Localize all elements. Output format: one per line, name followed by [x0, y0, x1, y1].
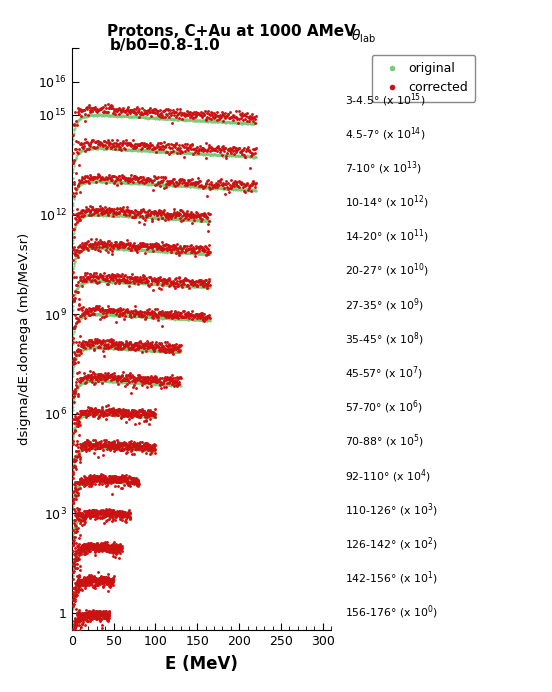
- Text: 92-110° (x 10$^{4}$): 92-110° (x 10$^{4}$): [345, 467, 431, 484]
- Text: 3-4.5° (x 10$^{15}$): 3-4.5° (x 10$^{15}$): [345, 91, 426, 109]
- Legend: original, corrected: original, corrected: [372, 55, 475, 102]
- Text: 27-35° (x 10$^{9}$): 27-35° (x 10$^{9}$): [345, 296, 424, 313]
- Text: 126-142° (x 10$^{2}$): 126-142° (x 10$^{2}$): [345, 536, 438, 553]
- Text: 142-156° (x 10$^{1}$): 142-156° (x 10$^{1}$): [345, 570, 438, 588]
- Text: 35-45° (x 10$^{8}$): 35-45° (x 10$^{8}$): [345, 330, 424, 348]
- Text: $\theta_\mathrm{lab}$: $\theta_\mathrm{lab}$: [351, 28, 375, 45]
- X-axis label: E (MeV): E (MeV): [165, 655, 238, 673]
- Text: 45-57° (x 10$^{7}$): 45-57° (x 10$^{7}$): [345, 365, 423, 382]
- Text: 156-176° (x 10$^{0}$): 156-176° (x 10$^{0}$): [345, 604, 438, 621]
- Text: 20-27° (x 10$^{10}$): 20-27° (x 10$^{10}$): [345, 262, 429, 280]
- Y-axis label: dsigma/dE.domega (mb/MeV.sr): dsigma/dE.domega (mb/MeV.sr): [18, 233, 31, 445]
- Text: 110-126° (x 10$^{3}$): 110-126° (x 10$^{3}$): [345, 501, 438, 519]
- Text: 70-88° (x 10$^{5}$): 70-88° (x 10$^{5}$): [345, 433, 424, 450]
- Text: b/b0=0.8-1.0: b/b0=0.8-1.0: [110, 38, 221, 53]
- Text: 57-70° (x 10$^{6}$): 57-70° (x 10$^{6}$): [345, 399, 423, 417]
- Text: 10-14° (x 10$^{12}$): 10-14° (x 10$^{12}$): [345, 194, 429, 211]
- Text: 4.5-7° (x 10$^{14}$): 4.5-7° (x 10$^{14}$): [345, 125, 426, 143]
- Text: 7-10° (x 10$^{13}$): 7-10° (x 10$^{13}$): [345, 159, 422, 177]
- Text: 14-20° (x 10$^{11}$): 14-20° (x 10$^{11}$): [345, 228, 429, 245]
- Text: Protons, C+Au at 1000 AMeV: Protons, C+Au at 1000 AMeV: [108, 24, 356, 39]
